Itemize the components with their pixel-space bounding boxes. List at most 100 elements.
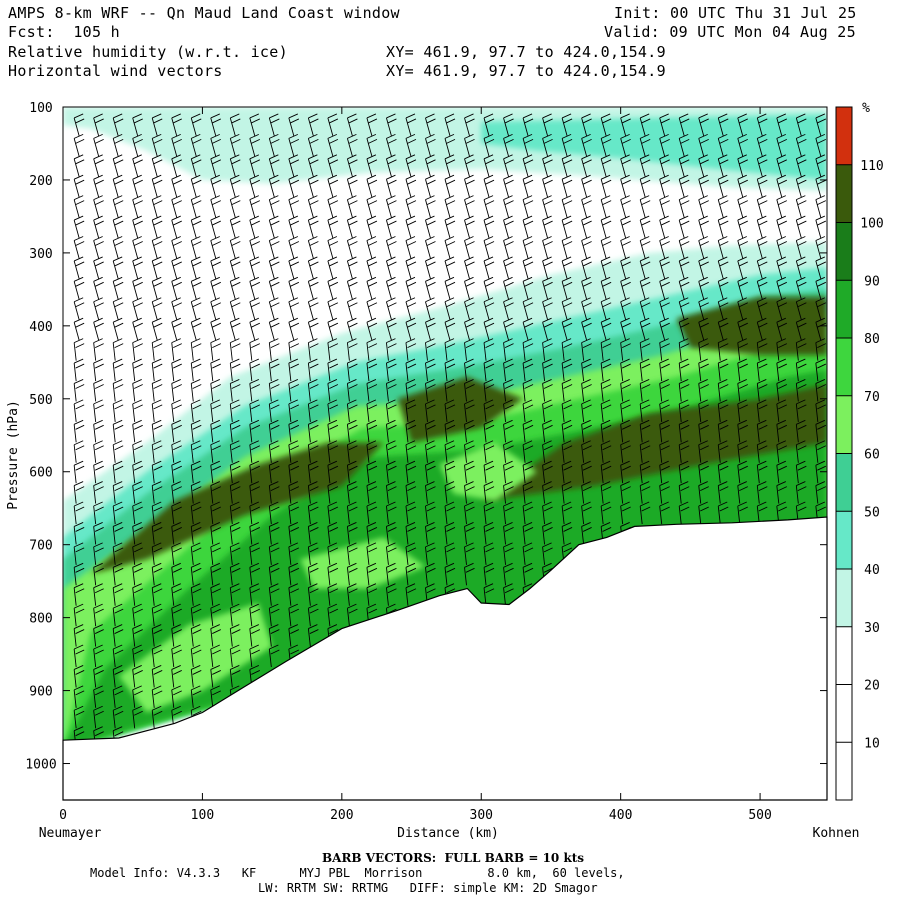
wind-barb-flag [171,583,181,589]
wind-barb-shaft [483,383,487,402]
wind-barb-flag [446,363,456,369]
wind-barb-shaft [659,199,666,218]
wind-barb-flag [269,256,279,262]
wind-barb-shaft [483,158,490,177]
wind-barb-flag [327,154,338,160]
wind-barb-shaft [327,138,334,157]
wind-barb-flag [327,583,338,589]
wind-barb-flag [113,705,123,711]
wind-barb-shaft [698,424,702,443]
wind-barb-flag [134,608,143,614]
wind-barb-shaft [815,485,819,504]
wind-barb-flag [114,527,124,532]
wind-barb-shaft [542,444,546,463]
wind-barb-flag [446,527,456,532]
wind-barb-shaft [366,546,370,565]
wind-barb-flag [73,195,84,201]
wind-barb-flag [210,195,220,201]
wind-barb-shaft [288,567,292,586]
wind-barb-flag [739,159,748,165]
wind-barb-shaft [307,281,314,300]
x-endpoint-left: Neumayer [39,826,102,841]
wind-barb-flag [386,154,396,160]
wind-barb-flag [231,363,241,369]
wind-barb-shaft [249,403,253,422]
wind-barb-shaft [717,362,721,382]
wind-barb-flag [485,343,495,349]
wind-barb-flag [93,624,103,629]
wind-barb-flag [386,317,396,323]
wind-barb-flag [171,133,181,139]
wind-barb-flag [212,138,221,144]
wind-barb-shaft [600,179,607,198]
wind-barb-flag [288,338,299,344]
wind-barb-shaft [561,444,565,463]
wind-barb-flag [698,419,708,425]
wind-barb-flag [679,399,689,405]
wind-barb-shaft [386,219,392,239]
wind-barb-flag [251,138,261,144]
wind-barb-shaft [366,403,370,422]
wind-barb-flag [718,481,728,487]
wind-barb-flag [485,159,495,165]
wind-barb-shaft [503,199,509,218]
wind-barb-flag [191,358,201,364]
wind-barb-flag [269,460,279,466]
wind-barb-flag [329,118,339,124]
wind-barb-flag [75,343,85,349]
wind-barb-flag [347,460,357,466]
wind-barb-flag [230,317,240,323]
wind-barb-flag [134,363,143,369]
wind-barb-shaft [151,444,155,463]
wind-barb-flag [407,179,417,185]
wind-barb-flag [757,379,767,384]
wind-barb-flag [191,603,201,609]
pocket-lime-3 [439,442,537,501]
wind-barb-shaft [288,219,295,239]
wind-barb-flag [718,358,728,364]
wind-barb-flag [212,629,221,634]
field2-label: Horizontal wind vectors [8,62,223,80]
wind-barb-shaft [464,301,470,320]
wind-barb-shaft [151,567,155,586]
wind-barb-flag [387,506,397,512]
wind-barb-shaft [73,567,77,586]
wind-barb-shaft [73,383,77,402]
wind-barb-flag [132,460,142,466]
wind-barb-flag [75,302,85,308]
wind-barb-flag [113,460,123,466]
wind-barb-flag [327,276,338,282]
wind-barb-flag [269,358,279,364]
wind-barb-shaft [405,546,409,565]
y-axis-label: Pressure (hPa) [6,400,21,510]
wind-barb-flag [329,179,339,185]
wind-barb-flag [231,261,241,267]
wind-barb-shaft [386,281,392,300]
wind-barb-shaft [249,505,253,525]
wind-barb-shaft [171,444,175,463]
wind-barb-flag [444,460,455,466]
wind-barb-shaft [132,179,139,198]
wind-barb-flag [153,506,163,512]
wind-barb-shaft [366,567,370,586]
wind-barb-shaft [112,342,116,361]
wind-barb-flag [230,522,240,527]
wind-barb-flag [132,195,142,201]
wind-barb-shaft [542,240,549,259]
wind-barb-flag [230,113,240,119]
wind-barb-shaft [112,689,116,708]
wind-barb-flag [231,670,241,675]
wind-barb-shaft [561,424,565,443]
wind-barb-flag [366,276,377,282]
wind-barb-flag [446,118,456,124]
wind-barb-flag [75,629,85,634]
wind-barb-shaft [366,444,370,463]
wind-barb-flag [641,363,651,369]
wind-barb-shaft [483,281,490,300]
wind-barb-flag [641,486,651,492]
wind-barb-flag [366,481,377,487]
wind-barb-flag [171,215,181,221]
wind-barb-flag [757,317,767,323]
wind-barb-shaft [346,342,350,361]
wind-barb-shaft [815,158,822,177]
